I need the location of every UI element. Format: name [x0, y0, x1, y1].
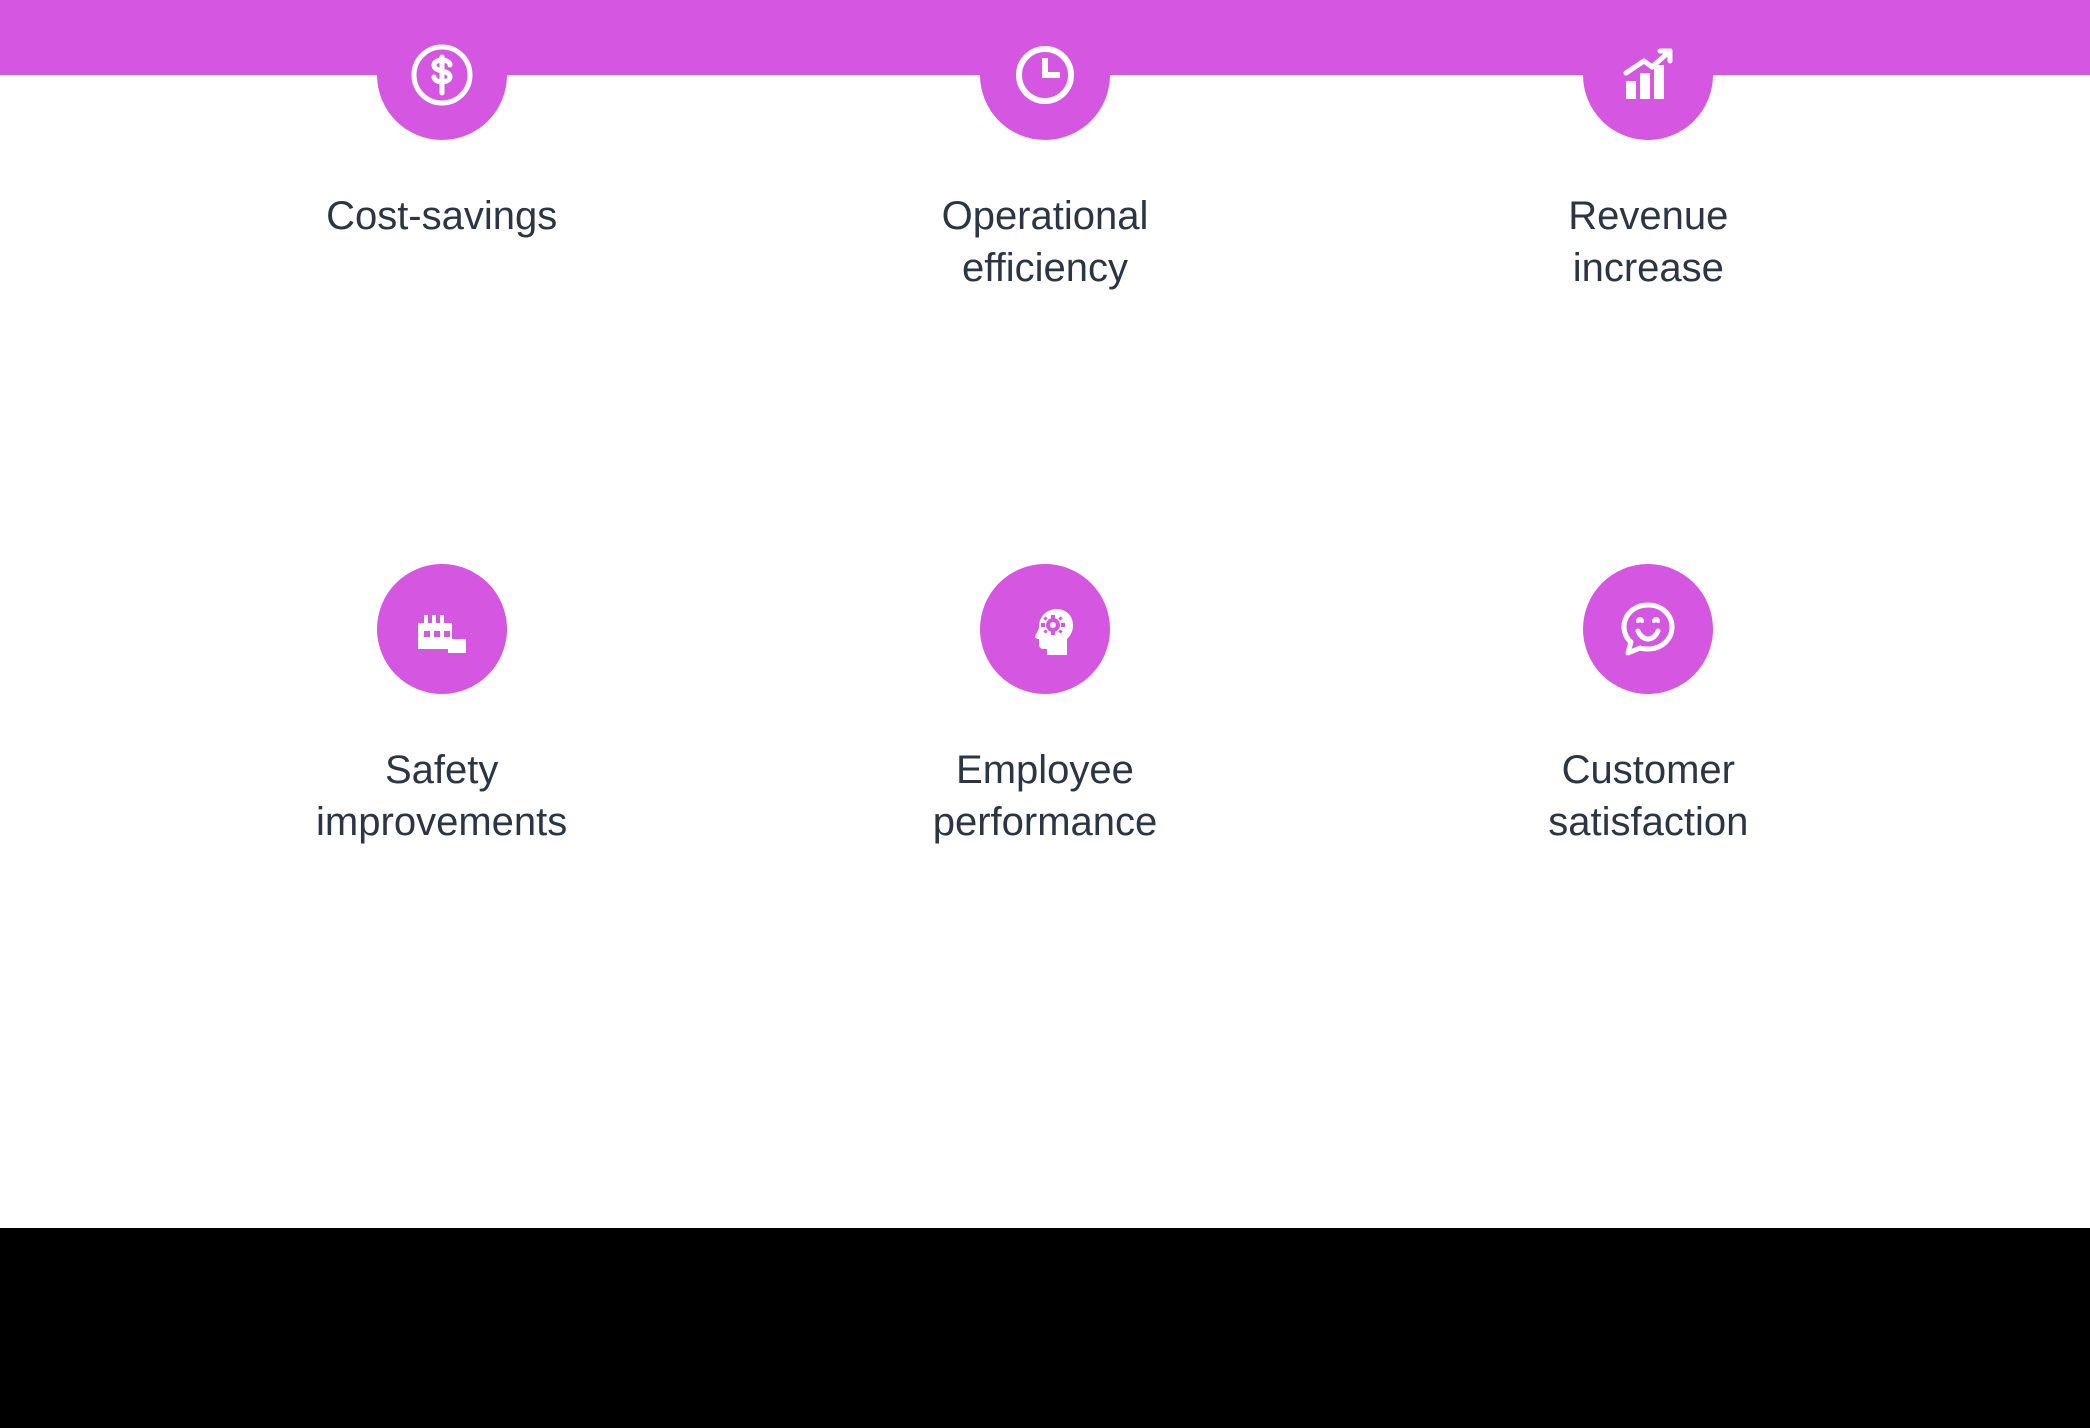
chart-growth-icon — [1583, 10, 1713, 140]
feature-grid: Cost-savings Operational efficiency Reve… — [0, 0, 2090, 848]
head-gear-icon — [980, 564, 1110, 694]
bottom-bar — [0, 1228, 2090, 1428]
clock-icon — [980, 10, 1110, 140]
smile-chat-icon — [1583, 564, 1713, 694]
feature-label: Cost-savings — [326, 190, 557, 242]
feature-label: Safety improvements — [282, 744, 602, 848]
feature-card-revenue-increase: Revenue increase — [1347, 0, 1950, 294]
feature-label: Operational efficiency — [885, 190, 1205, 294]
feature-label: Customer satisfaction — [1488, 744, 1808, 848]
dollar-icon — [377, 10, 507, 140]
factory-icon — [377, 564, 507, 694]
feature-card-cost-savings: Cost-savings — [140, 0, 743, 294]
feature-card-employee-performance: Employee performance — [743, 554, 1346, 848]
feature-label: Employee performance — [885, 744, 1205, 848]
feature-card-safety-improvements: Safety improvements — [140, 554, 743, 848]
feature-card-customer-satisfaction: Customer satisfaction — [1347, 554, 1950, 848]
feature-label: Revenue increase — [1488, 190, 1808, 294]
feature-card-operational-efficiency: Operational efficiency — [743, 0, 1346, 294]
